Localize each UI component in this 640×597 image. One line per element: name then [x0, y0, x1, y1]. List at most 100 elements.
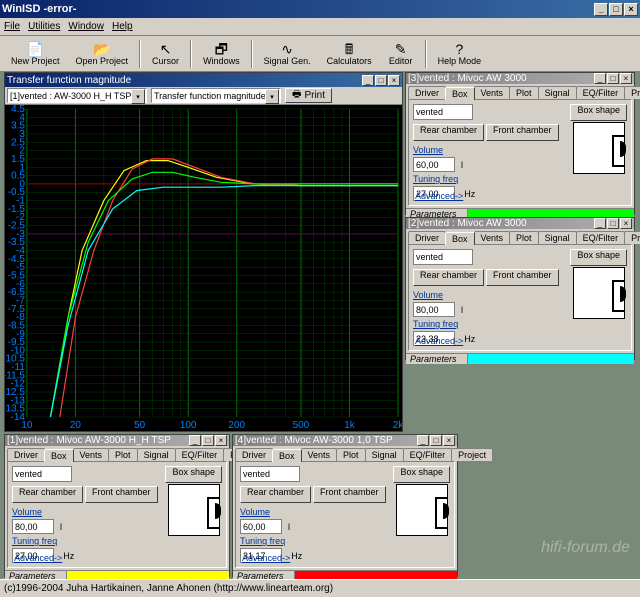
advanced-link[interactable]: Advanced-> — [14, 553, 62, 563]
tool-help-mode[interactable]: ?Help Mode — [431, 38, 489, 70]
tab-box[interactable]: Box — [445, 87, 475, 100]
box-shape-button[interactable]: Box shape — [570, 249, 627, 266]
advanced-link[interactable]: Advanced-> — [242, 553, 290, 563]
enclosure-type-input[interactable] — [12, 466, 72, 482]
tab-eq-filter[interactable]: EQ/Filter — [175, 448, 225, 461]
minimize-button[interactable]: _ — [362, 75, 374, 86]
volume-input[interactable] — [12, 519, 54, 534]
tab-box[interactable]: Box — [44, 449, 74, 462]
box-shape-button[interactable]: Box shape — [165, 466, 222, 483]
project-titlebar[interactable]: [4]vented : Mivoc AW-3000 1,0 TSP_□× — [233, 435, 457, 446]
project-title: [2]vented : Mivoc AW 3000 — [408, 218, 594, 229]
close-button[interactable]: × — [620, 73, 632, 84]
svg-text:100: 100 — [180, 420, 197, 431]
box-shape-button[interactable]: Box shape — [393, 466, 450, 483]
minimize-button[interactable]: _ — [189, 435, 201, 446]
close-button[interactable]: × — [443, 435, 455, 446]
menu-file[interactable]: File — [4, 21, 20, 32]
tool-icon: ∿ — [281, 42, 293, 56]
close-button[interactable]: × — [620, 218, 632, 229]
tab-box[interactable]: Box — [272, 449, 302, 462]
tool-editor[interactable]: ✎Editor — [381, 38, 421, 70]
rear-chamber-button[interactable]: Rear chamber — [12, 486, 83, 503]
tab-eq-filter[interactable]: EQ/Filter — [576, 231, 626, 244]
minimize-button[interactable]: _ — [594, 73, 606, 84]
tool-calculators[interactable]: 🖩Calculators — [320, 38, 379, 70]
enclosure-type-input[interactable] — [240, 466, 300, 482]
tab-eq-filter[interactable]: EQ/Filter — [403, 448, 453, 461]
chart-window-titlebar[interactable]: Transfer function magnitude _ □ × — [5, 73, 402, 87]
tool-new-project[interactable]: 📄New Project — [4, 38, 67, 70]
app-titlebar: WinISD -error- _ □ × — [0, 0, 640, 18]
maximize-button[interactable]: □ — [607, 73, 619, 84]
tab-project[interactable]: Project — [451, 448, 493, 461]
tab-vents[interactable]: Vents — [474, 86, 511, 99]
plot-type-dropdown[interactable]: Transfer function magnitude — [151, 88, 281, 103]
chart-toolbar: [1]vented : AW-3000 H_H TSP Transfer fun… — [5, 87, 402, 105]
tool-cursor[interactable]: ↖Cursor — [145, 38, 186, 70]
front-chamber-button[interactable]: Front chamber — [313, 486, 386, 503]
maximize-button[interactable]: □ — [430, 435, 442, 446]
enclosure-type-input[interactable] — [413, 249, 473, 265]
tab-driver[interactable]: Driver — [408, 86, 446, 99]
tab-signal[interactable]: Signal — [137, 448, 176, 461]
tool-signal-gen-[interactable]: ∿Signal Gen. — [257, 38, 318, 70]
tab-vents[interactable]: Vents — [73, 448, 110, 461]
tab-signal[interactable]: Signal — [538, 86, 577, 99]
enclosure-type-input[interactable] — [413, 104, 473, 120]
menu-utilities[interactable]: Utilities — [28, 21, 60, 32]
minimize-button[interactable]: _ — [594, 218, 606, 229]
maximize-button[interactable]: □ — [607, 218, 619, 229]
tool-label: Open Project — [76, 56, 129, 66]
maximize-button[interactable]: □ — [202, 435, 214, 446]
project-select-dropdown[interactable]: [1]vented : AW-3000 H_H TSP — [7, 88, 147, 103]
print-button[interactable]: 🖶 Print — [285, 88, 332, 103]
maximize-button[interactable]: □ — [375, 75, 387, 86]
minimize-button[interactable]: _ — [594, 3, 608, 16]
front-chamber-button[interactable]: Front chamber — [486, 269, 559, 286]
tab-vents[interactable]: Vents — [301, 448, 338, 461]
volume-input[interactable] — [413, 157, 455, 172]
maximize-button[interactable]: □ — [609, 3, 623, 16]
volume-input[interactable] — [413, 302, 455, 317]
tab-plot[interactable]: Plot — [336, 448, 366, 461]
menu-help[interactable]: Help — [112, 21, 133, 32]
tool-label: Signal Gen. — [264, 56, 311, 66]
tab-plot[interactable]: Plot — [509, 86, 539, 99]
window-controls: _ □ × — [594, 3, 638, 16]
tab-driver[interactable]: Driver — [408, 231, 446, 244]
tab-driver[interactable]: Driver — [7, 448, 45, 461]
rear-chamber-button[interactable]: Rear chamber — [240, 486, 311, 503]
close-button[interactable]: × — [388, 75, 400, 86]
advanced-link[interactable]: Advanced-> — [415, 191, 463, 201]
rear-chamber-button[interactable]: Rear chamber — [413, 269, 484, 286]
rear-chamber-button[interactable]: Rear chamber — [413, 124, 484, 141]
close-button[interactable]: × — [624, 3, 638, 16]
front-chamber-button[interactable]: Front chamber — [486, 124, 559, 141]
tab-eq-filter[interactable]: EQ/Filter — [576, 86, 626, 99]
volume-input[interactable] — [240, 519, 282, 534]
minimize-button[interactable]: _ — [417, 435, 429, 446]
tab-project[interactable]: Project — [624, 231, 640, 244]
tab-signal[interactable]: Signal — [538, 231, 577, 244]
box-shape-button[interactable]: Box shape — [570, 104, 627, 121]
tuning-unit: Hz — [63, 551, 74, 561]
project-titlebar[interactable]: [1]vented : Mivoc AW-3000 H_H TSP_□× — [5, 435, 229, 446]
tool-windows[interactable]: 🗗Windows — [196, 38, 247, 70]
advanced-link[interactable]: Advanced-> — [415, 336, 463, 346]
tool-open-project[interactable]: 📂Open Project — [69, 38, 136, 70]
tab-plot[interactable]: Plot — [509, 231, 539, 244]
menu-window[interactable]: Window — [68, 21, 104, 32]
project-titlebar[interactable]: [3]vented : Mivoc AW 3000_□× — [406, 73, 634, 84]
tool-label: Calculators — [327, 56, 372, 66]
project-titlebar[interactable]: [2]vented : Mivoc AW 3000_□× — [406, 218, 634, 229]
tab-driver[interactable]: Driver — [235, 448, 273, 461]
front-chamber-button[interactable]: Front chamber — [85, 486, 158, 503]
tool-label: Help Mode — [438, 56, 482, 66]
tab-vents[interactable]: Vents — [474, 231, 511, 244]
tab-project[interactable]: Project — [624, 86, 640, 99]
close-button[interactable]: × — [215, 435, 227, 446]
tab-box[interactable]: Box — [445, 232, 475, 245]
tab-signal[interactable]: Signal — [365, 448, 404, 461]
tab-plot[interactable]: Plot — [108, 448, 138, 461]
